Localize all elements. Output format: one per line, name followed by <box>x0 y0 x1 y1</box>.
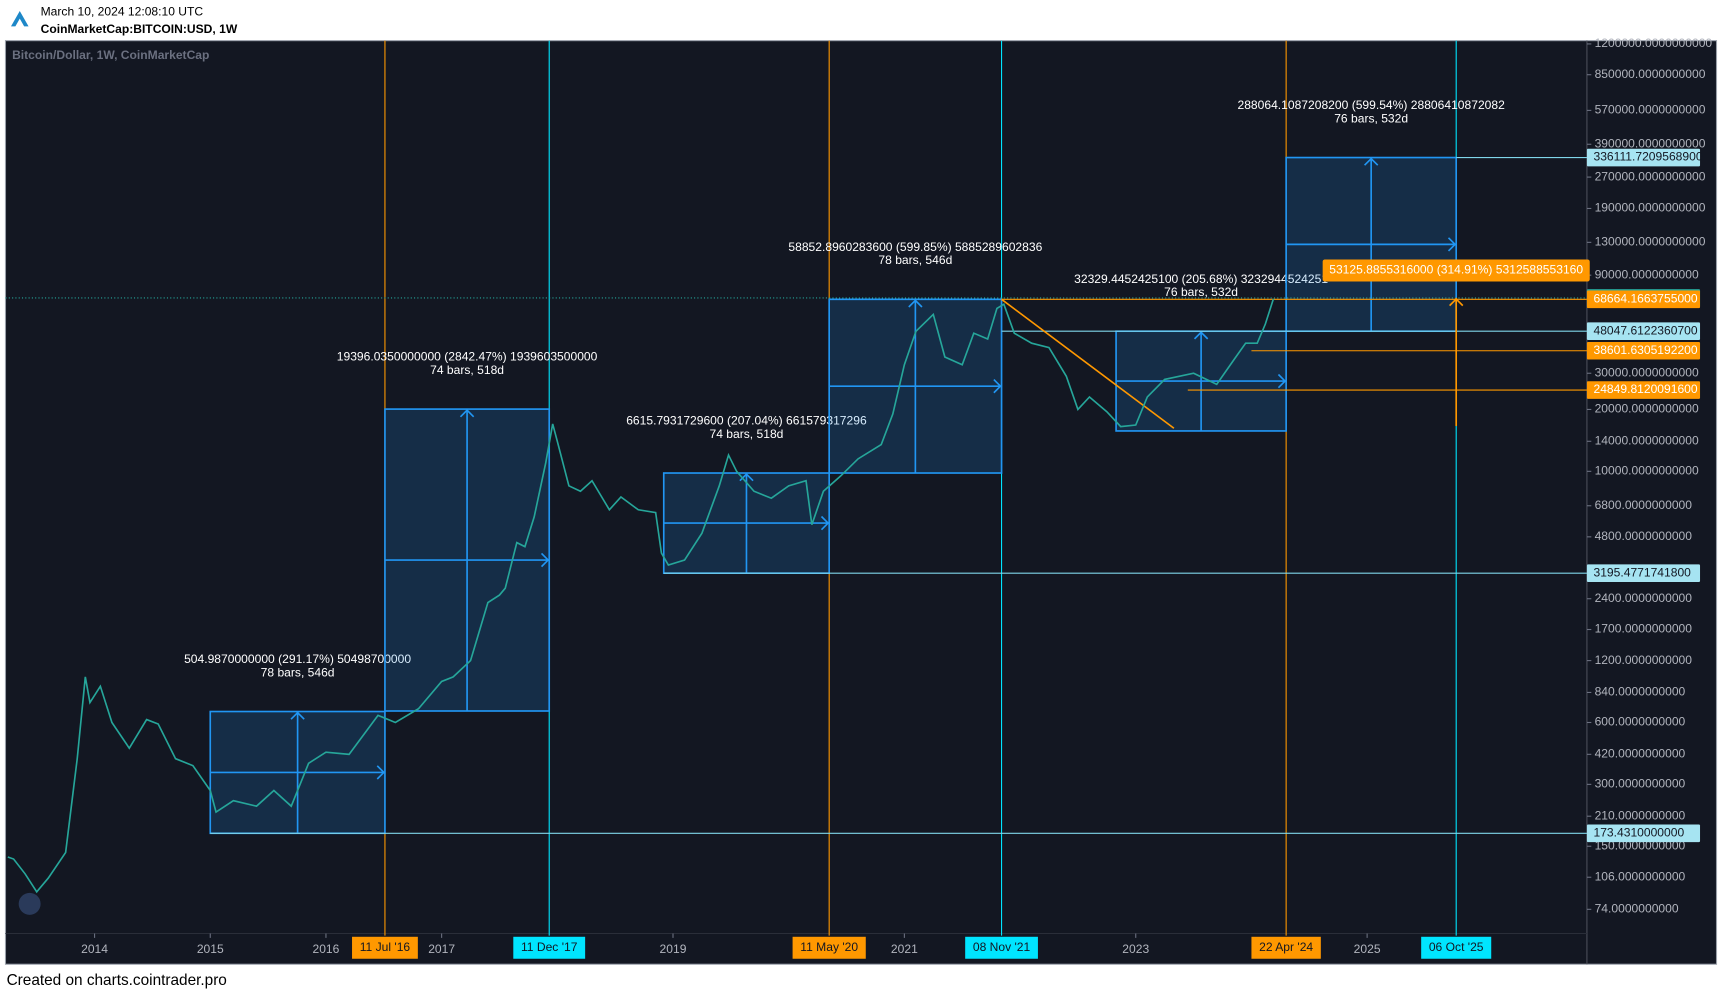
y-tick-label: 6800.0000000000 <box>1595 498 1693 512</box>
timestamp: March 10, 2024 12:08:10 UTC <box>41 4 204 18</box>
y-tick-label: 300.0000000000 <box>1595 777 1686 791</box>
projection-label-bg <box>1322 259 1590 282</box>
range-bars: 78 bars, 546d <box>261 665 335 679</box>
date-flag <box>1421 936 1492 959</box>
y-tick-label: 4800.0000000000 <box>1595 529 1693 543</box>
x-tick-label: 2017 <box>428 942 455 956</box>
price-series <box>7 298 1275 894</box>
y-tick-label: 270000.0000000000 <box>1595 169 1706 183</box>
x-tick-label: 2016 <box>313 942 340 956</box>
y-tick-label: 210.0000000000 <box>1595 808 1686 822</box>
y-tick-label: 850000.0000000000 <box>1595 67 1706 81</box>
price-tag <box>1586 564 1701 582</box>
range-arrow-head <box>290 711 305 720</box>
date-flag-label: 11 Dec '17 <box>521 940 578 954</box>
projection-label: 53125.8855316000 (314.91%) 5312588553160 <box>1329 263 1583 277</box>
y-tick-label: 600.0000000000 <box>1595 715 1686 729</box>
range-arrow-head <box>1277 373 1287 389</box>
y-tick-label: 840.0000000000 <box>1595 685 1686 699</box>
x-tick-label: 2019 <box>660 942 687 956</box>
price-tag-label: 48047.6122360700 <box>1594 323 1698 337</box>
price-tag-label: 68664.1663755000 <box>1594 292 1698 306</box>
subtitle: Bitcoin/Dollar, 1W, CoinMarketCap <box>12 48 209 62</box>
x-tick-label: 2025 <box>1354 942 1381 956</box>
x-tick-label: 2023 <box>1122 942 1149 956</box>
y-tick-label: 390000.0000000000 <box>1595 136 1706 150</box>
x-tick-label: 2015 <box>197 942 224 956</box>
y-tick-label: 2400.0000000000 <box>1595 591 1693 605</box>
range-label: 32329.4452425100 (205.68%) 3232944524251 <box>1074 272 1328 286</box>
range-label: 288064.1087208200 (599.54%) 288064108720… <box>1238 98 1506 112</box>
date-flag-label: 11 Jul '16 <box>360 940 411 954</box>
range-arrow-head <box>820 515 830 531</box>
range-arrow-head <box>459 409 475 418</box>
price-tag-label: 3195.4771741800 <box>1594 565 1692 579</box>
y-tick-label: 1200.0000000000 <box>1595 653 1693 667</box>
y-tick-label: 106.0000000000 <box>1595 869 1686 883</box>
range-bars: 78 bars, 546d <box>878 253 952 267</box>
price-tag <box>1586 322 1701 340</box>
y-tick-label: 570000.0000000000 <box>1595 103 1706 117</box>
plot-area <box>4 40 1718 965</box>
symbol: CoinMarketCap:BITCOIN:USD, 1W <box>41 22 238 36</box>
range-label: 6615.7931729600 (207.04%) 661579317296 <box>626 414 867 428</box>
date-flag <box>513 936 586 959</box>
price-tag <box>1586 148 1701 167</box>
date-flag <box>792 936 866 959</box>
range-arrow-head <box>1193 331 1209 340</box>
date-flag <box>352 936 418 959</box>
watermark-logo <box>18 892 41 915</box>
date-flag <box>1251 936 1321 959</box>
x-tick-label: 2014 <box>81 942 108 956</box>
range-arrow-head <box>376 765 386 780</box>
range-arrow-head <box>1363 157 1379 166</box>
y-tick-label: 190000.0000000000 <box>1595 201 1706 215</box>
range-label: 58852.8960283600 (599.85%) 5885289602836 <box>788 240 1042 254</box>
range-label: 504.9870000000 (291.17%) 50498700000 <box>184 652 411 666</box>
projection-arrow-head <box>1449 297 1464 307</box>
y-tick-label: 10000.0000000000 <box>1595 464 1699 478</box>
date-flag-label: 08 Nov '21 <box>973 940 1031 954</box>
range-arrow-head <box>540 552 550 568</box>
range-bars: 74 bars, 518d <box>710 427 784 441</box>
y-tick-label: 1200000.0000000000 <box>1595 36 1713 50</box>
range-arrow-head <box>993 379 1002 394</box>
y-tick-label: 30000.0000000000 <box>1595 365 1699 379</box>
price-tag <box>1586 290 1701 309</box>
date-flag-label: 22 Apr '24 <box>1259 940 1313 954</box>
range-label: 19396.0350000000 (2842.47%) 193960350000… <box>337 350 598 364</box>
y-tick-label: 1700.0000000000 <box>1595 622 1693 636</box>
y-tick-label: 420.0000000000 <box>1595 747 1686 761</box>
y-tick-label: 20000.0000000000 <box>1595 402 1699 416</box>
price-tag <box>1586 824 1701 843</box>
trendline <box>1001 298 1175 429</box>
price-tag <box>1586 341 1701 360</box>
range-bars: 76 bars, 532d <box>1164 285 1238 299</box>
range-arrow-head <box>908 299 923 308</box>
price-tag <box>1586 381 1701 399</box>
y-tick-label: 14000.0000000000 <box>1595 433 1699 447</box>
footer: Created on charts.cointrader.pro <box>7 972 227 989</box>
price-tag-label: 336111.7209568900 <box>1594 150 1703 164</box>
date-flag <box>965 936 1038 959</box>
price-tag-label: 24849.8120091600 <box>1594 382 1698 396</box>
date-flag-label: 06 Oct '25 <box>1429 940 1484 954</box>
price-tag-label: 38601.6305192200 <box>1594 343 1698 357</box>
y-tick-label: 130000.0000000000 <box>1595 235 1706 249</box>
range-bars: 76 bars, 532d <box>1334 111 1408 125</box>
price-tag-label: 173.4310000000 <box>1594 825 1685 839</box>
y-tick-label: 74.0000000000 <box>1595 902 1679 916</box>
logo <box>10 10 29 27</box>
date-flag-label: 11 May '20 <box>800 940 858 954</box>
x-tick-label: 2021 <box>891 942 918 956</box>
y-tick-label: 90000.0000000000 <box>1595 267 1699 281</box>
range-arrow-head <box>1447 237 1457 252</box>
range-bars: 74 bars, 518d <box>430 363 504 377</box>
